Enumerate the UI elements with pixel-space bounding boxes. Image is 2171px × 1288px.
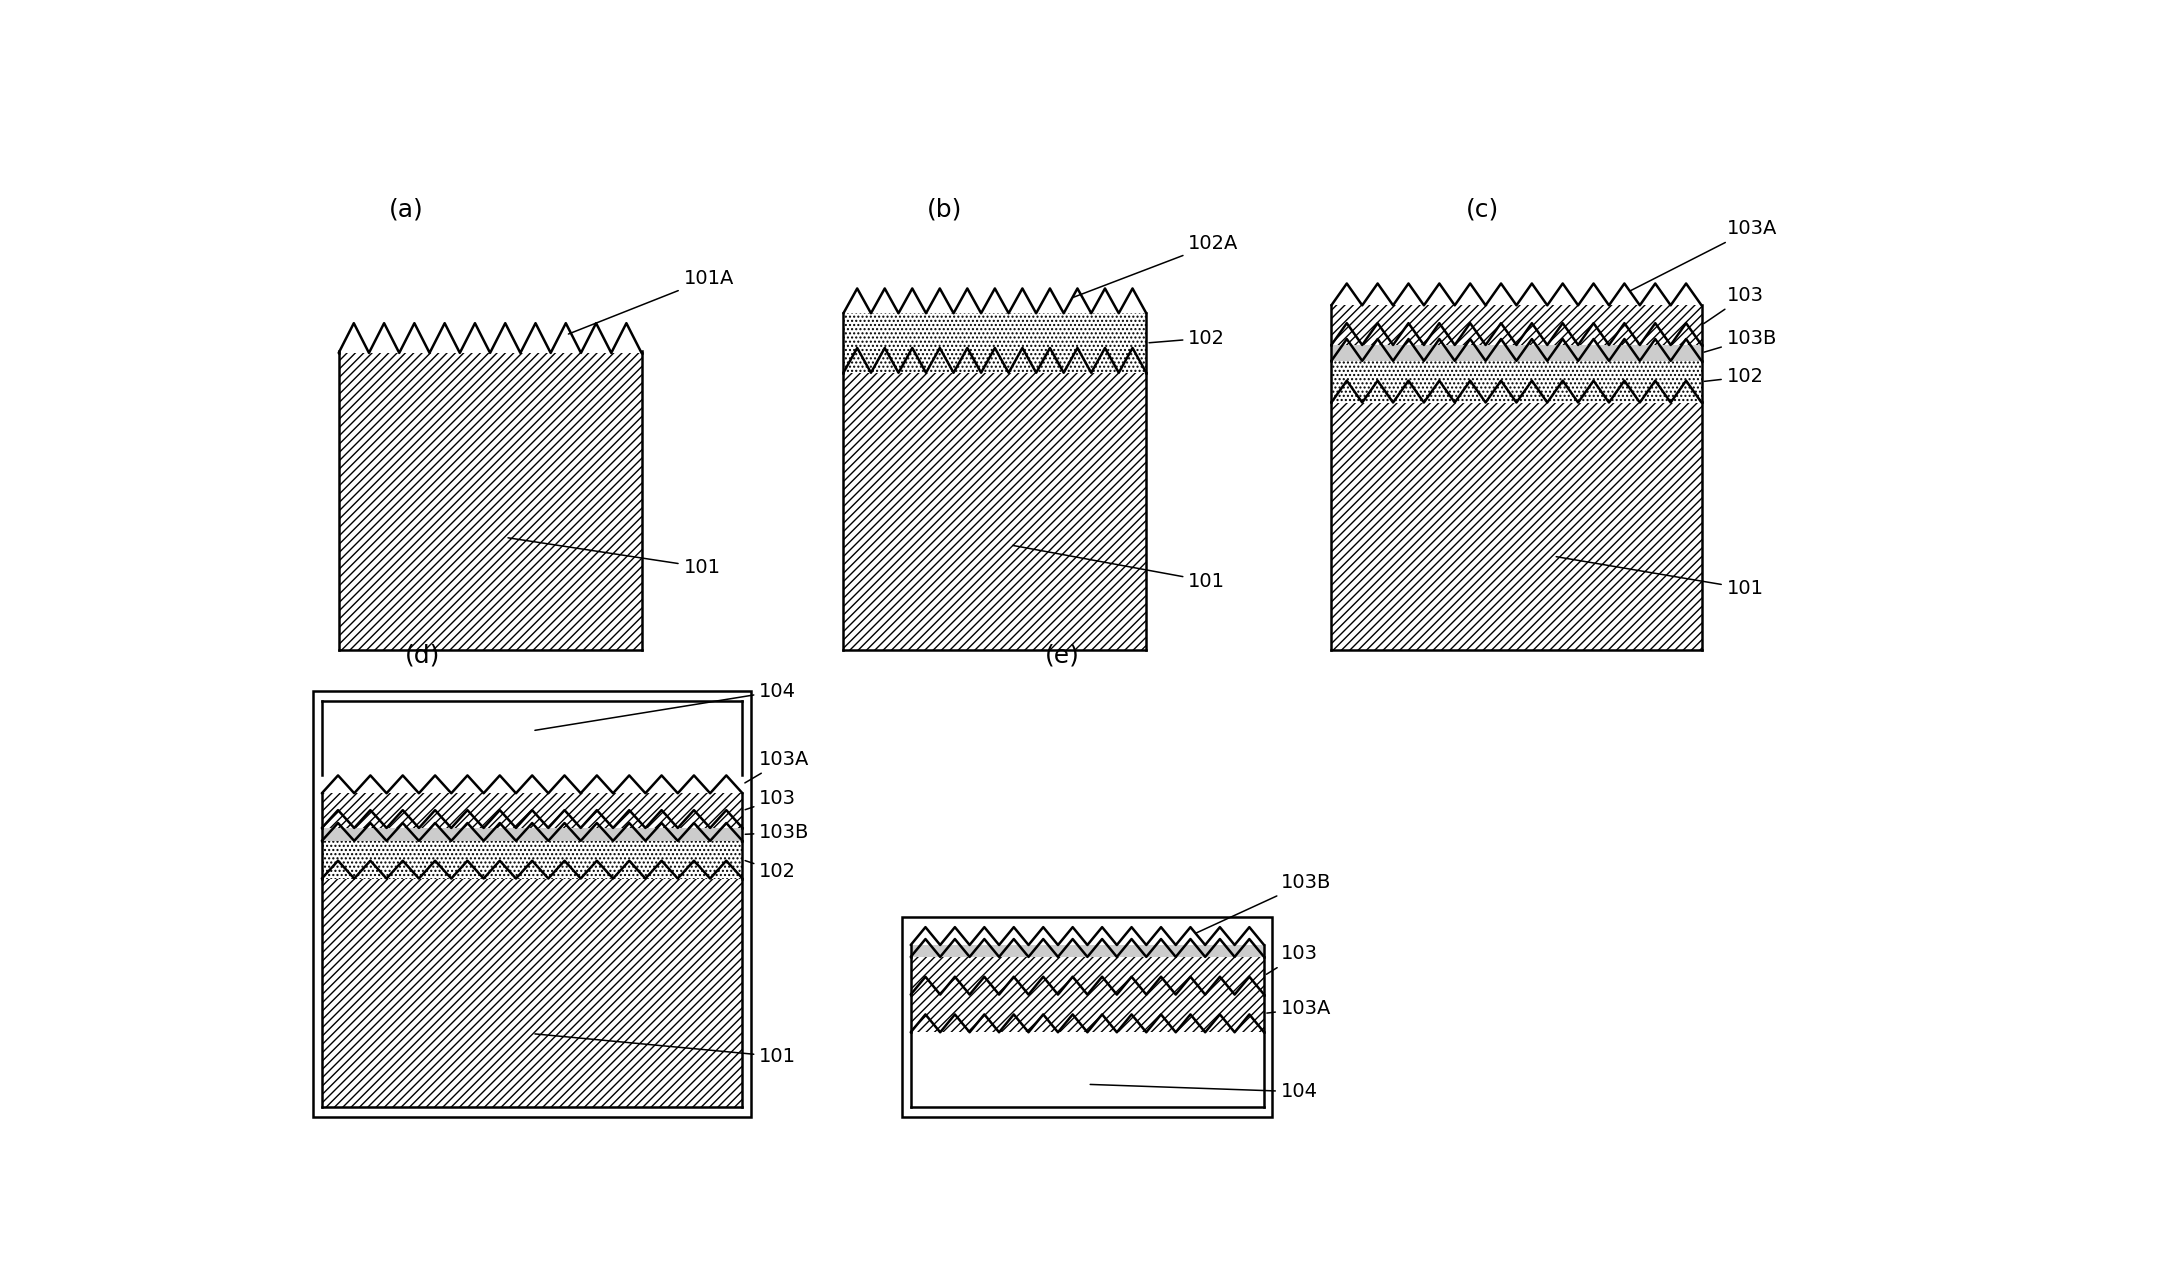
Text: 101: 101: [508, 538, 721, 577]
Bar: [1331, 305, 1702, 345]
Text: (c): (c): [1465, 197, 1500, 222]
Text: (e): (e): [1044, 644, 1079, 667]
Text: 102A: 102A: [1072, 234, 1240, 298]
Text: (d): (d): [406, 644, 441, 667]
Text: 102: 102: [1148, 328, 1224, 348]
Text: 103B: 103B: [1196, 873, 1331, 933]
Bar: [845, 313, 1146, 372]
Text: 101: 101: [1012, 545, 1224, 590]
Text: 102: 102: [745, 860, 797, 881]
Bar: [903, 917, 1272, 1117]
Text: (a): (a): [389, 197, 423, 222]
Bar: [1331, 345, 1702, 361]
Bar: [912, 1032, 1264, 1106]
Bar: [321, 701, 742, 775]
Bar: [321, 828, 742, 841]
Bar: [912, 994, 1264, 1032]
Text: 103: 103: [745, 790, 797, 810]
Text: 104: 104: [534, 681, 797, 730]
Bar: [912, 945, 1264, 957]
Bar: [321, 841, 742, 878]
Bar: [339, 353, 643, 650]
Bar: [1331, 361, 1702, 402]
Text: 101: 101: [1557, 556, 1763, 598]
Text: 103A: 103A: [1630, 219, 1778, 291]
Text: 103B: 103B: [1704, 328, 1778, 352]
Text: 103B: 103B: [745, 823, 810, 842]
Bar: [321, 793, 742, 828]
Bar: [321, 878, 742, 1106]
Bar: [313, 692, 751, 1117]
Text: 104: 104: [1090, 1082, 1318, 1101]
Text: 101: 101: [534, 1034, 797, 1066]
Bar: [912, 957, 1264, 994]
Text: 103A: 103A: [745, 750, 810, 783]
Text: 103: 103: [1704, 286, 1763, 323]
Text: 101A: 101A: [569, 269, 734, 334]
Text: 102: 102: [1704, 367, 1763, 386]
Text: (b): (b): [927, 197, 962, 222]
Text: 103A: 103A: [1268, 999, 1331, 1018]
Bar: [845, 372, 1146, 650]
Bar: [1331, 402, 1702, 650]
Text: 103: 103: [1266, 944, 1318, 974]
